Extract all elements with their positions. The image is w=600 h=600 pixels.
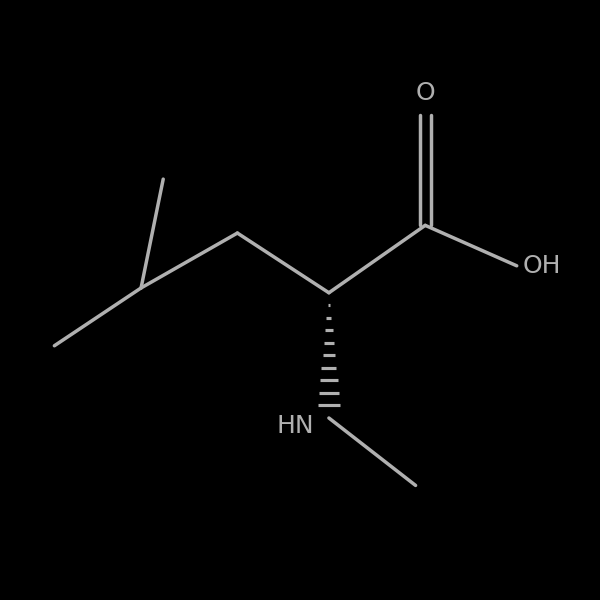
- Text: HN: HN: [277, 414, 314, 438]
- Text: O: O: [415, 81, 435, 105]
- Text: OH: OH: [523, 254, 561, 278]
